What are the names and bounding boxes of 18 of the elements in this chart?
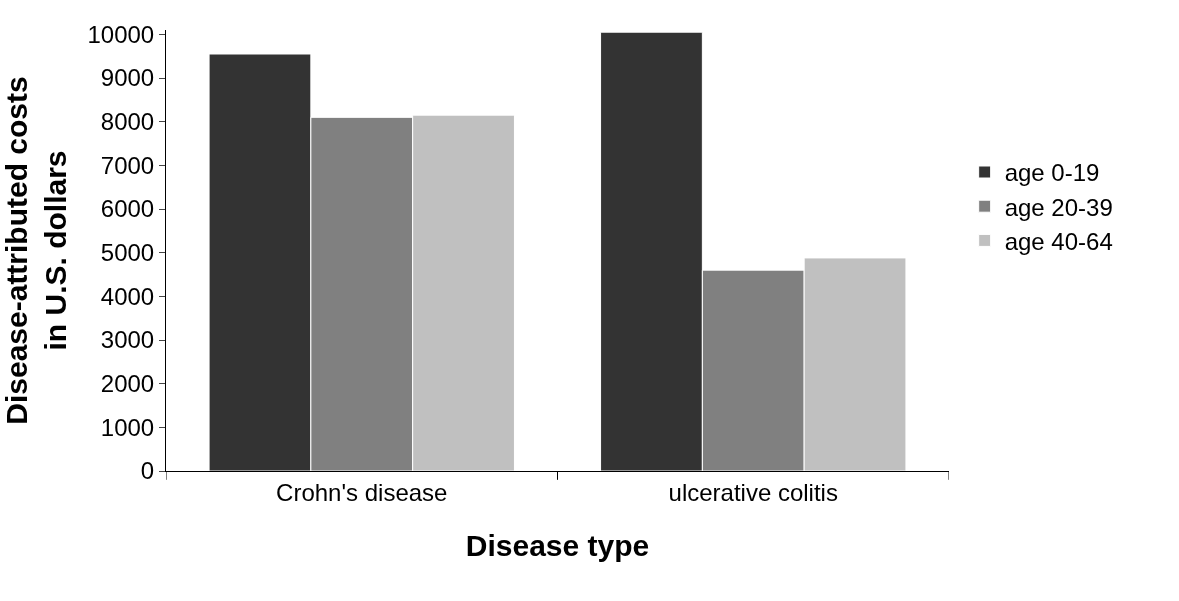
y-tick-label: 1000 — [100, 413, 155, 441]
y-tick-label: 4000 — [100, 282, 155, 310]
legend-label: age 20-39 — [1004, 193, 1113, 221]
y-tick-label: 7000 — [100, 151, 155, 179]
legend-label: age 40-64 — [1004, 227, 1113, 255]
y-tick-label: 2000 — [100, 370, 155, 398]
y-tick-label: 0 — [140, 457, 155, 485]
y-tick-label: 6000 — [100, 195, 155, 223]
y-tick-label: 10000 — [87, 20, 155, 48]
y-tick-label: 5000 — [100, 239, 155, 267]
x-tick-label: ulcerative colitis — [668, 478, 838, 506]
y-tick-label: 3000 — [100, 326, 155, 354]
x-axis-title: Disease type — [465, 529, 650, 563]
y-axis-title: Disease-attributed costs in U.S. dollars — [0, 76, 72, 425]
x-tick-label: Crohn's disease — [276, 478, 448, 506]
y-tick-label: 8000 — [100, 108, 155, 136]
y-tick-label: 9000 — [100, 64, 155, 92]
legend-label: age 0-19 — [1004, 159, 1100, 187]
